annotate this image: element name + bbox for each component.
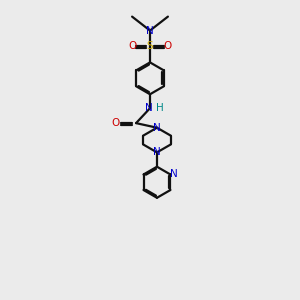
Text: S: S [147,41,153,52]
Text: N: N [153,147,161,158]
Text: O: O [111,118,120,128]
Text: N: N [153,123,161,133]
Text: H: H [156,103,164,113]
Text: O: O [128,41,136,52]
Text: N: N [170,169,178,179]
Text: N: N [145,103,152,113]
Text: N: N [146,26,154,36]
Text: O: O [164,41,172,52]
